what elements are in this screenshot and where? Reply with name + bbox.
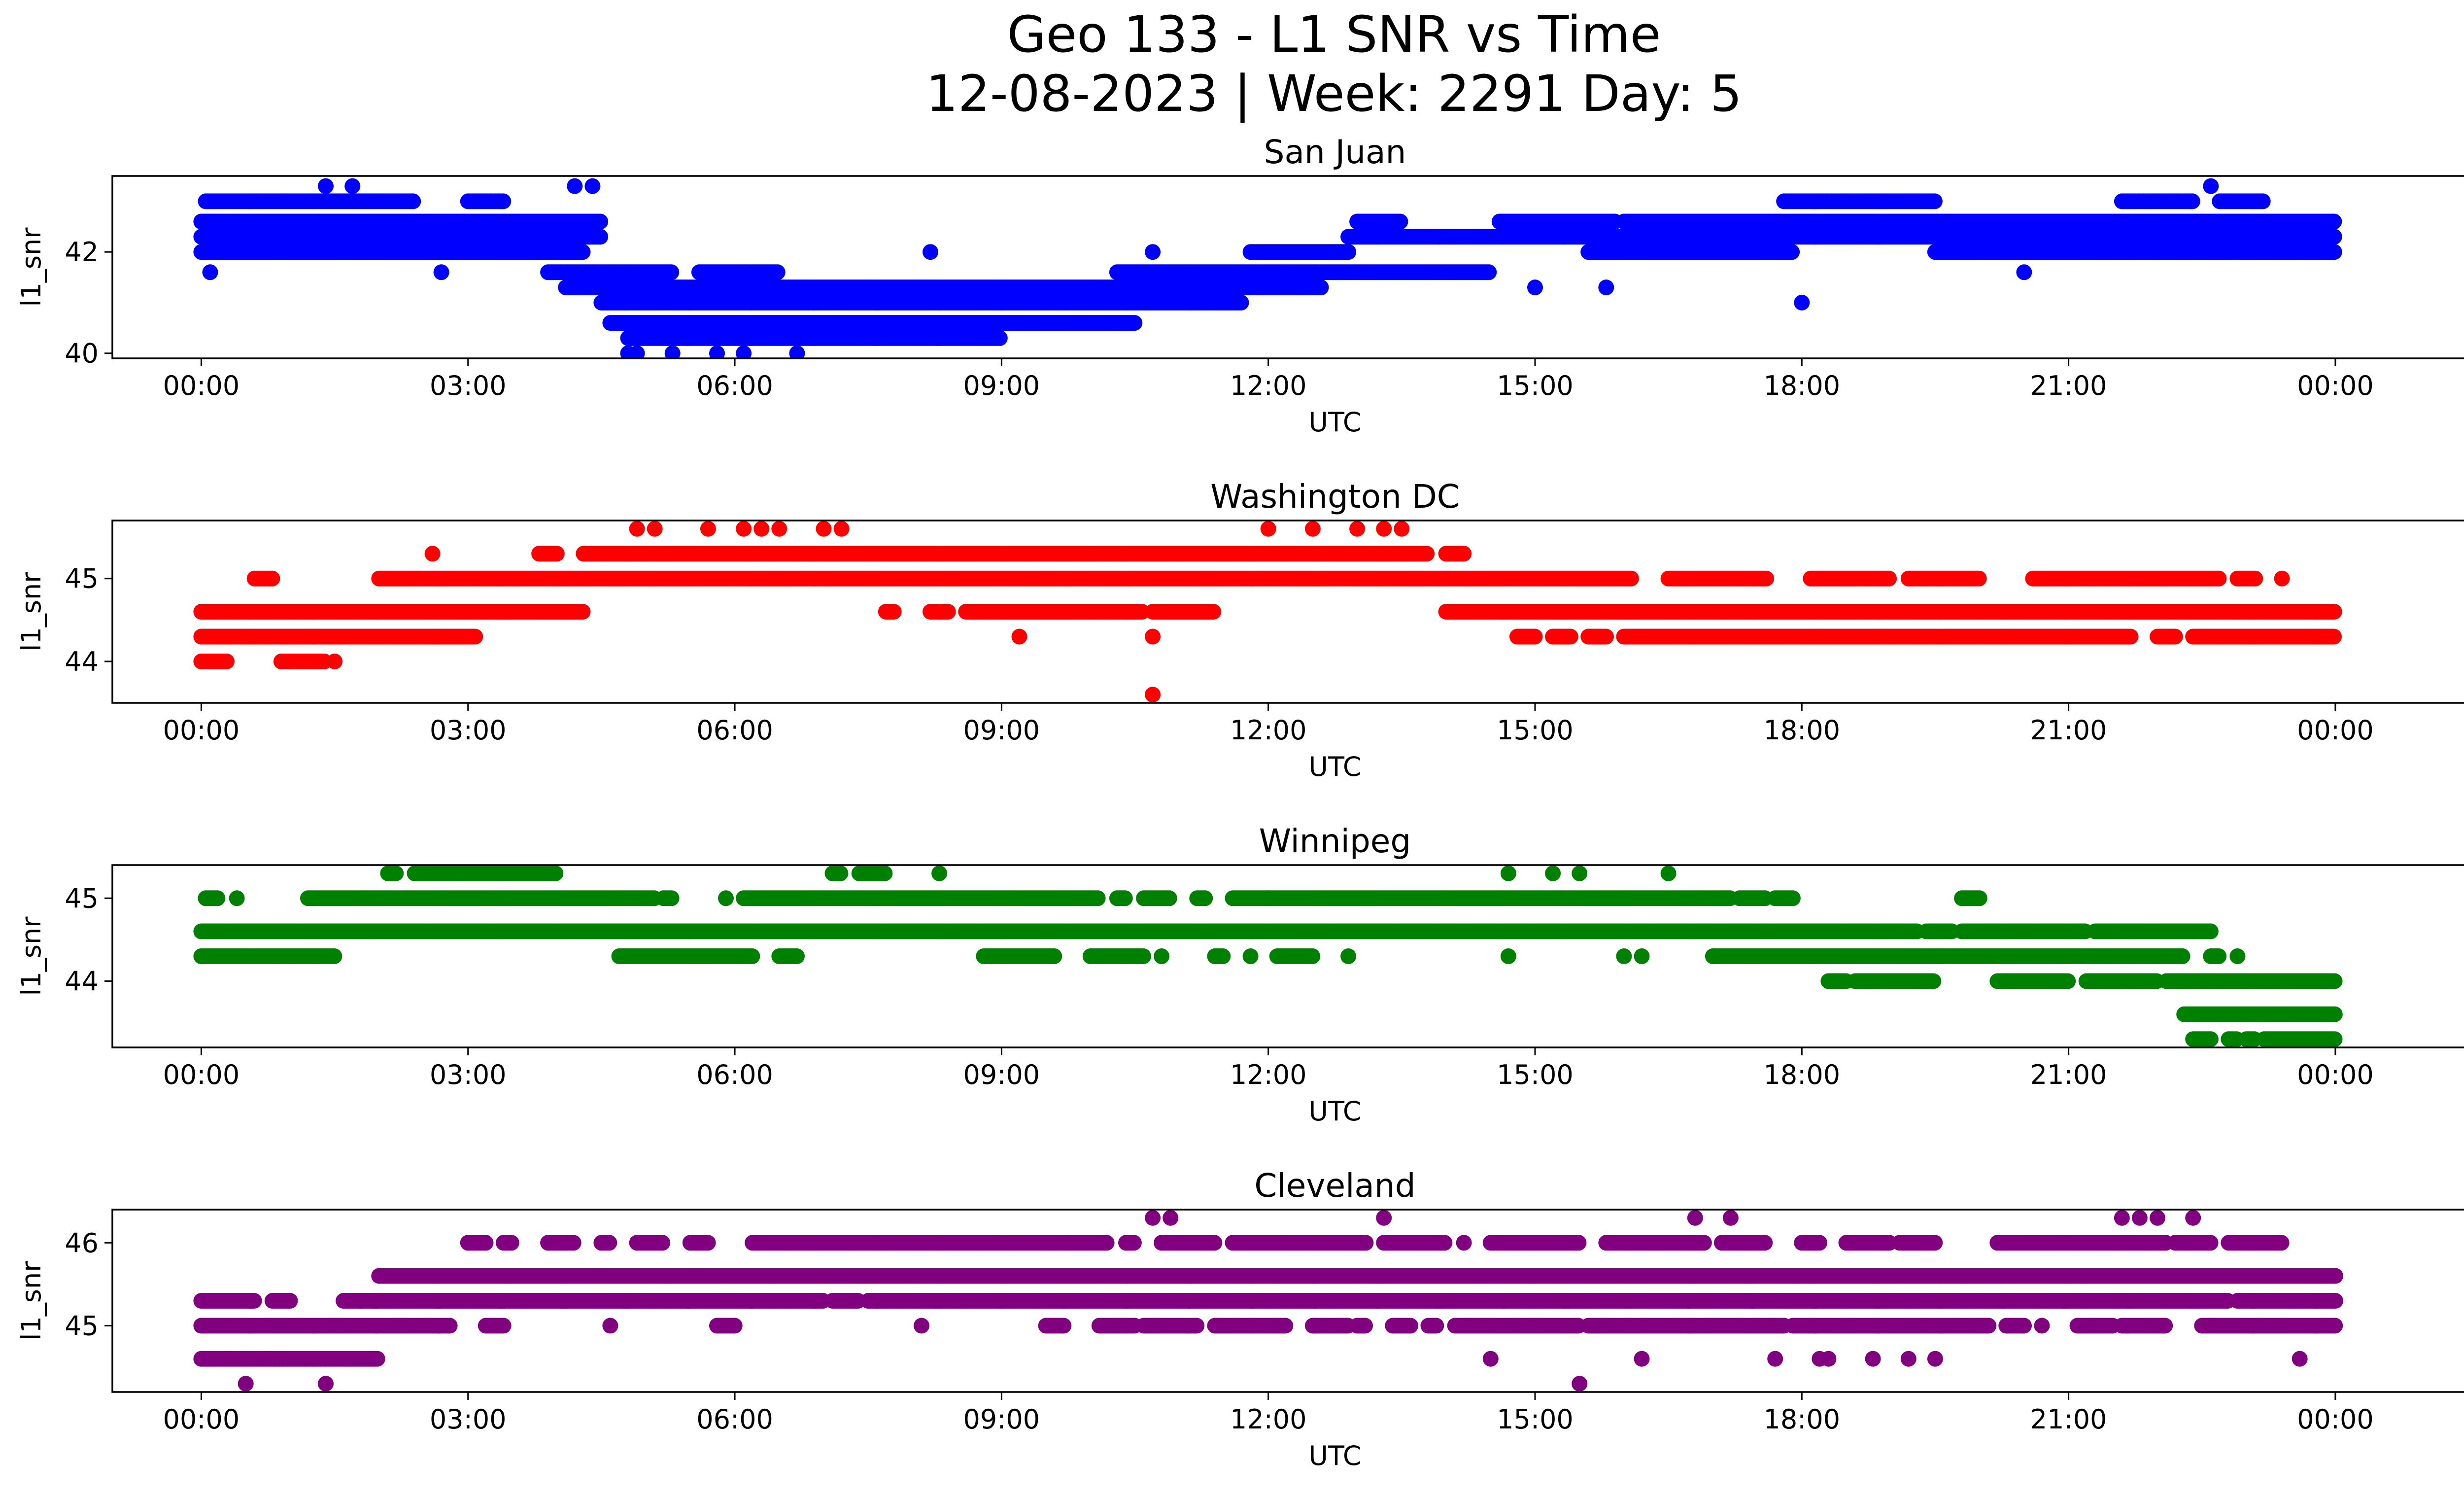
x-tick-label: 09:00 <box>963 370 1040 401</box>
data-point <box>1340 244 1357 260</box>
data-point <box>592 229 609 245</box>
data-point <box>709 345 725 358</box>
data-point <box>1313 279 1329 296</box>
data-point <box>1233 294 1249 311</box>
data-point <box>1794 294 1810 311</box>
x-tick-label: 21:00 <box>2030 370 2107 401</box>
data-point <box>1127 315 1143 331</box>
figure-title-line2: 12-08-2023 | Week: 2291 Day: 5 <box>926 65 1742 123</box>
data-point <box>769 264 786 280</box>
data-point <box>584 178 601 194</box>
data-point <box>2326 213 2342 230</box>
subplot-title: Washington DC <box>1210 478 1460 516</box>
y-tick-label: 42 <box>65 237 99 268</box>
scatter-series <box>193 521 2342 703</box>
axes-frame <box>111 175 2464 359</box>
data-point <box>1527 279 1543 296</box>
data-point <box>2016 264 2032 280</box>
x-axis-label: UTC <box>1308 407 1361 438</box>
data-point <box>1481 264 1497 280</box>
subplot-panels: San Juan 00:00 03:00 06:00 09:00 12:00 15:00 18… <box>16 133 2464 1471</box>
data-point <box>1145 244 1161 260</box>
data-point <box>318 178 334 194</box>
data-point <box>1971 570 1987 587</box>
data-point <box>1623 570 1639 587</box>
y-tick-label: 40 <box>65 338 99 369</box>
x-tick-label: 00:00 <box>163 370 240 401</box>
data-point <box>264 570 280 587</box>
data-point <box>405 193 421 209</box>
data-point <box>433 264 449 280</box>
data-point <box>567 178 583 194</box>
data-point <box>664 345 681 358</box>
y-axis-label: l1_snr <box>16 227 47 307</box>
data-point <box>629 345 645 358</box>
data-point <box>592 213 609 230</box>
data-point <box>2326 244 2342 260</box>
data-point <box>923 244 938 260</box>
subplot-0: San Juan 00:00 03:00 06:00 09:00 12:00 15:00 18… <box>16 133 2464 438</box>
figure-title-line1: Geo 133 - L1 SNR vs Time <box>1007 5 1661 64</box>
data-point <box>548 546 565 562</box>
x-tick-label: 00:00 <box>2297 370 2374 401</box>
x-tick-label: 03:00 <box>430 370 507 401</box>
data-point <box>344 178 361 194</box>
data-point <box>1419 546 1435 562</box>
data-point <box>1758 570 1775 587</box>
x-tick-label: 18:00 <box>1763 370 1840 401</box>
data-point <box>2184 193 2200 209</box>
data-point <box>495 193 512 209</box>
data-point <box>663 264 680 280</box>
data-point <box>575 244 591 260</box>
scatter-series <box>193 178 2342 358</box>
data-point <box>2326 229 2342 245</box>
x-tick-label: 12:00 <box>1230 370 1307 401</box>
data-point <box>789 345 805 358</box>
x-tick-label: 06:00 <box>696 370 773 401</box>
subplot-title: San Juan <box>1264 133 1406 171</box>
data-point <box>1784 244 1800 260</box>
data-point <box>1598 279 1614 296</box>
data-point <box>2203 178 2219 194</box>
data-point <box>202 264 218 280</box>
data-point <box>992 330 1008 346</box>
data-point <box>2255 193 2271 209</box>
data-point <box>736 345 752 358</box>
data-point <box>1881 570 1897 587</box>
data-point <box>1392 213 1408 230</box>
data-point <box>1926 193 1943 209</box>
data-point <box>1456 546 1472 562</box>
x-tick-label: 15:00 <box>1497 370 1574 401</box>
